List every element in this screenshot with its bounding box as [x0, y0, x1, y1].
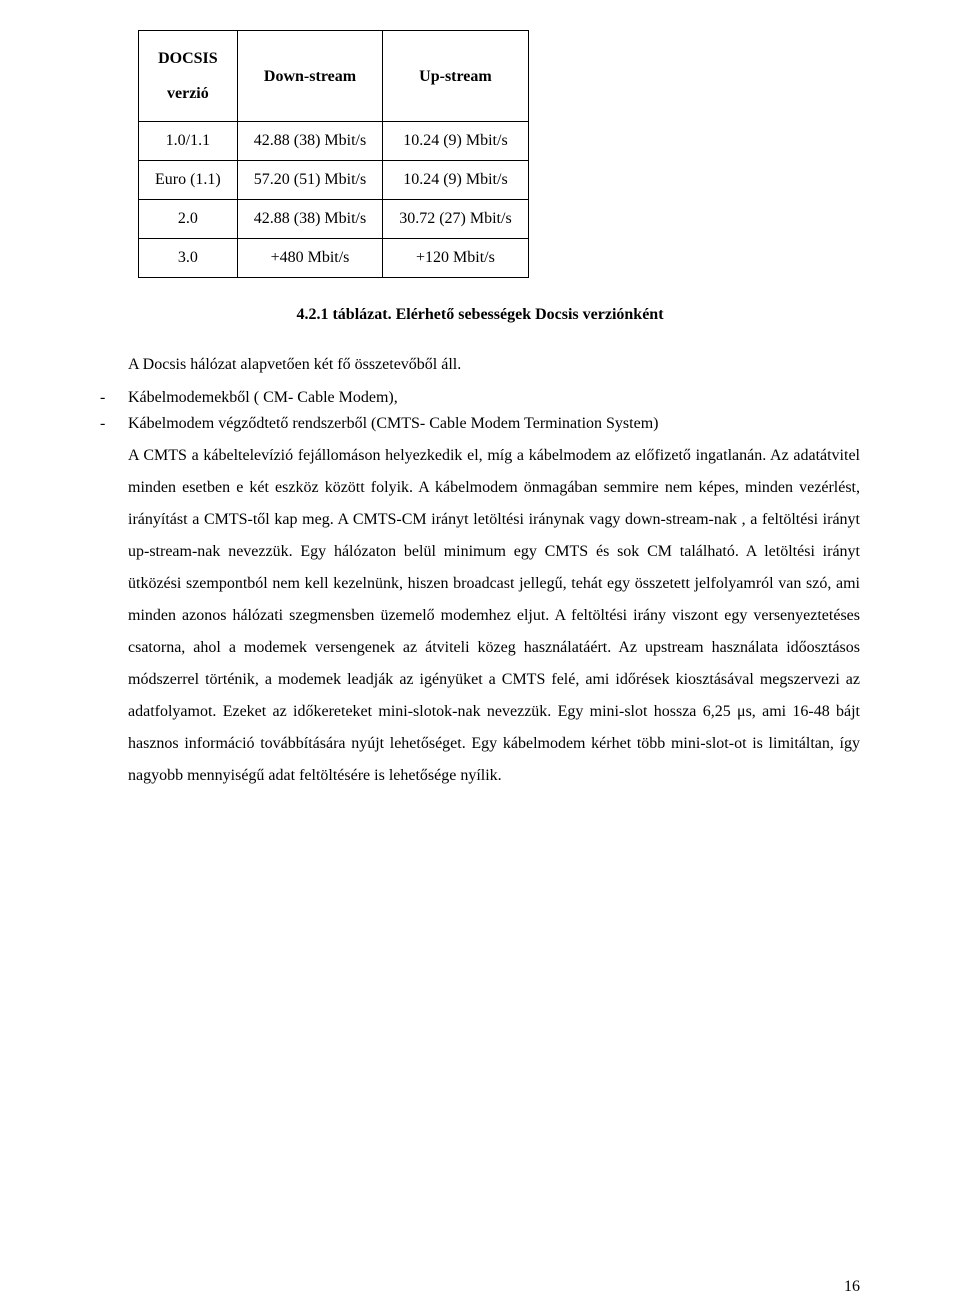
cell-down: +480 Mbit/s	[237, 239, 382, 278]
cell-version: Euro (1.1)	[139, 161, 238, 200]
body-paragraph: A CMTS a kábeltelevízió fejállomáson hel…	[100, 440, 860, 792]
table-caption: 4.2.1 táblázat. Elérhető sebességek Docs…	[100, 306, 860, 324]
cell-up: 10.24 (9) Mbit/s	[383, 122, 528, 161]
page-number: 16	[844, 1278, 860, 1296]
cell-version: 1.0/1.1	[139, 122, 238, 161]
table-header-up: Up-stream	[383, 31, 528, 122]
header-line2: verzió	[167, 85, 209, 102]
cell-version: 3.0	[139, 239, 238, 278]
table-header-down: Down-stream	[237, 31, 382, 122]
cell-up: +120 Mbit/s	[383, 239, 528, 278]
cell-up: 10.24 (9) Mbit/s	[383, 161, 528, 200]
table-row: Euro (1.1) 57.20 (51) Mbit/s 10.24 (9) M…	[139, 161, 529, 200]
cell-up: 30.72 (27) Mbit/s	[383, 200, 528, 239]
document-page: DOCSIS verzió Down-stream Up-stream 1.0/…	[0, 0, 960, 1316]
table-header-version: DOCSIS verzió	[139, 31, 238, 122]
intro-paragraph: A Docsis hálózat alapvetően két fő össze…	[100, 354, 860, 376]
table-header-row: DOCSIS verzió Down-stream Up-stream	[139, 31, 529, 122]
bullet-list: Kábelmodemekből ( CM- Cable Modem), Kábe…	[100, 387, 860, 436]
cell-down: 42.88 (38) Mbit/s	[237, 122, 382, 161]
list-item: Kábelmodemekből ( CM- Cable Modem),	[100, 387, 860, 409]
cell-down: 42.88 (38) Mbit/s	[237, 200, 382, 239]
table-row: 2.0 42.88 (38) Mbit/s 30.72 (27) Mbit/s	[139, 200, 529, 239]
cell-version: 2.0	[139, 200, 238, 239]
docsis-table: DOCSIS verzió Down-stream Up-stream 1.0/…	[138, 30, 529, 278]
header-line1: DOCSIS	[158, 50, 218, 67]
list-item: Kábelmodem végződtető rendszerből (CMTS-…	[100, 413, 860, 435]
table-row: 3.0 +480 Mbit/s +120 Mbit/s	[139, 239, 529, 278]
cell-down: 57.20 (51) Mbit/s	[237, 161, 382, 200]
table-row: 1.0/1.1 42.88 (38) Mbit/s 10.24 (9) Mbit…	[139, 122, 529, 161]
